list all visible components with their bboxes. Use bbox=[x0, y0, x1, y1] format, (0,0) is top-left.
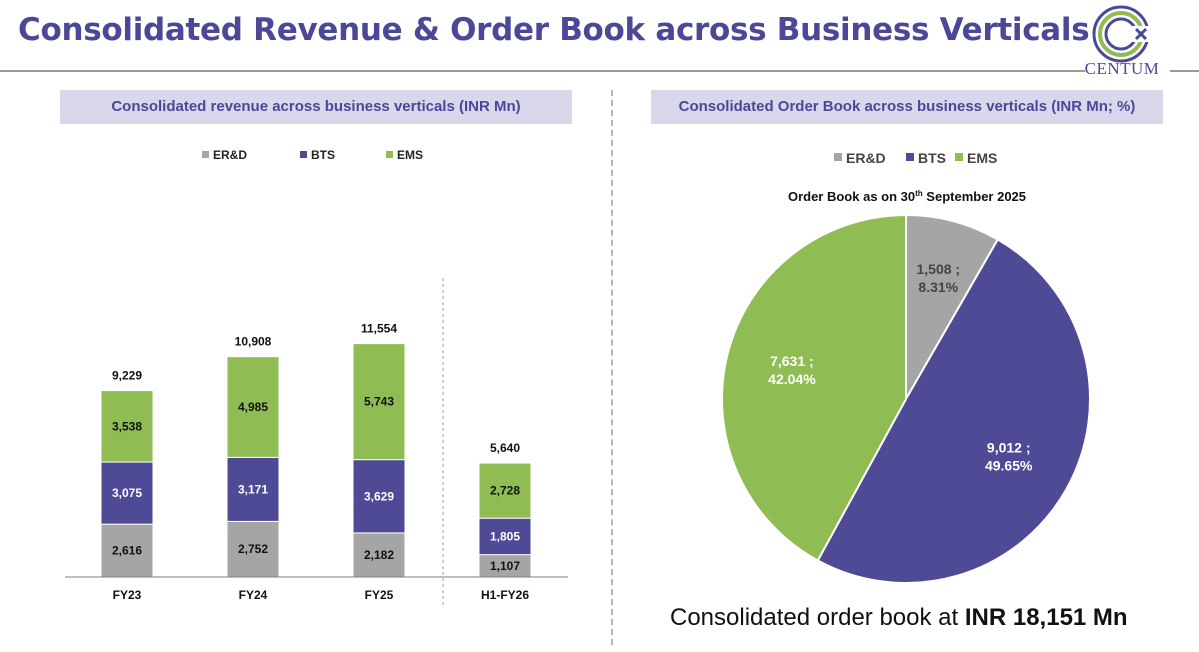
pie-pct-label: 49.65% bbox=[985, 458, 1033, 474]
pie-value-label: 7,631 ; bbox=[770, 353, 814, 369]
data-label: 4,985 bbox=[238, 400, 268, 414]
page-title: Consolidated Revenue & Order Book across… bbox=[18, 12, 1090, 48]
order-book-pie-chart: ER&D BTS EMS Order Book as on 30th Septembe… bbox=[721, 150, 1091, 584]
title-rule bbox=[0, 70, 1085, 72]
x-tick-label: FY25 bbox=[365, 588, 394, 602]
pie-legend-label: ER&D bbox=[846, 150, 886, 166]
total-label: 9,229 bbox=[112, 369, 142, 383]
total-label: 5,640 bbox=[490, 441, 520, 455]
title-rule-right bbox=[1170, 70, 1199, 72]
pie-value-label: 1,508 ; bbox=[916, 261, 960, 277]
total-label: 11,554 bbox=[361, 322, 397, 336]
order-book-panel-header: Consolidated Order Book across business … bbox=[651, 90, 1163, 124]
bar-segment bbox=[226, 356, 280, 458]
data-label: 2,616 bbox=[112, 544, 142, 558]
data-label: 3,629 bbox=[364, 489, 394, 503]
legend-swatch-bts bbox=[300, 151, 307, 158]
x-tick-label: H1-FY26 bbox=[481, 588, 529, 602]
data-label: 1,107 bbox=[490, 559, 520, 573]
data-label: 2,182 bbox=[364, 548, 394, 562]
legend-swatch-erd bbox=[202, 151, 209, 158]
x-tick-label: FY23 bbox=[113, 588, 142, 602]
pie-value-label: 9,012 ; bbox=[987, 440, 1031, 456]
revenue-panel-header: Consolidated revenue across business ver… bbox=[60, 90, 572, 124]
pie-legend-label: EMS bbox=[967, 150, 997, 166]
pie-subtitle: Order Book as on 30th September 2025 bbox=[788, 189, 1026, 204]
data-label: 3,538 bbox=[112, 419, 142, 433]
bar-segment bbox=[478, 517, 532, 556]
pie-slice bbox=[905, 213, 1000, 403]
pie-legend-swatch-bts bbox=[906, 153, 914, 161]
x-tick-label: FY24 bbox=[239, 588, 268, 602]
pie-slice bbox=[721, 213, 907, 562]
revenue-bar-chart: ER&D BTS EMS 2,616 3,075 3,538 9,229 FY23 2,752 3… bbox=[65, 148, 568, 605]
bar-segment bbox=[352, 343, 406, 461]
data-label: 2,752 bbox=[238, 542, 268, 556]
bar-segment bbox=[100, 390, 154, 463]
data-label: 3,171 bbox=[238, 482, 268, 496]
pie-legend-label: BTS bbox=[918, 150, 946, 166]
pie-pct-label: 8.31% bbox=[918, 279, 958, 295]
centum-logo-icon bbox=[1092, 5, 1152, 63]
total-label: 10,908 bbox=[235, 335, 272, 349]
order-book-footer: Consolidated order book at INR 18,151 Mn bbox=[670, 604, 1128, 632]
pie-legend-swatch-ems bbox=[955, 153, 963, 161]
legend-label: ER&D bbox=[213, 148, 247, 162]
data-label: 3,075 bbox=[112, 486, 142, 500]
legend-swatch-ems bbox=[386, 151, 393, 158]
bar-segment bbox=[478, 462, 532, 519]
pie-slice bbox=[816, 238, 1091, 584]
pie-pct-label: 42.04% bbox=[768, 371, 816, 387]
legend-label: EMS bbox=[397, 148, 423, 162]
footer-value: INR 18,151 Mn bbox=[964, 604, 1128, 631]
data-label: 2,728 bbox=[490, 484, 520, 498]
bar-segment bbox=[100, 523, 154, 578]
bar-segment bbox=[100, 461, 154, 525]
bar-segment bbox=[352, 459, 406, 534]
footer-prefix: Consolidated order book at bbox=[670, 604, 965, 631]
data-label: 1,805 bbox=[490, 529, 520, 543]
panel-divider bbox=[611, 90, 613, 645]
pie-legend-swatch-erd bbox=[834, 153, 842, 161]
logo-text: CENTUM bbox=[1084, 59, 1160, 78]
legend-label: BTS bbox=[311, 148, 335, 162]
data-label: 5,743 bbox=[364, 395, 394, 409]
